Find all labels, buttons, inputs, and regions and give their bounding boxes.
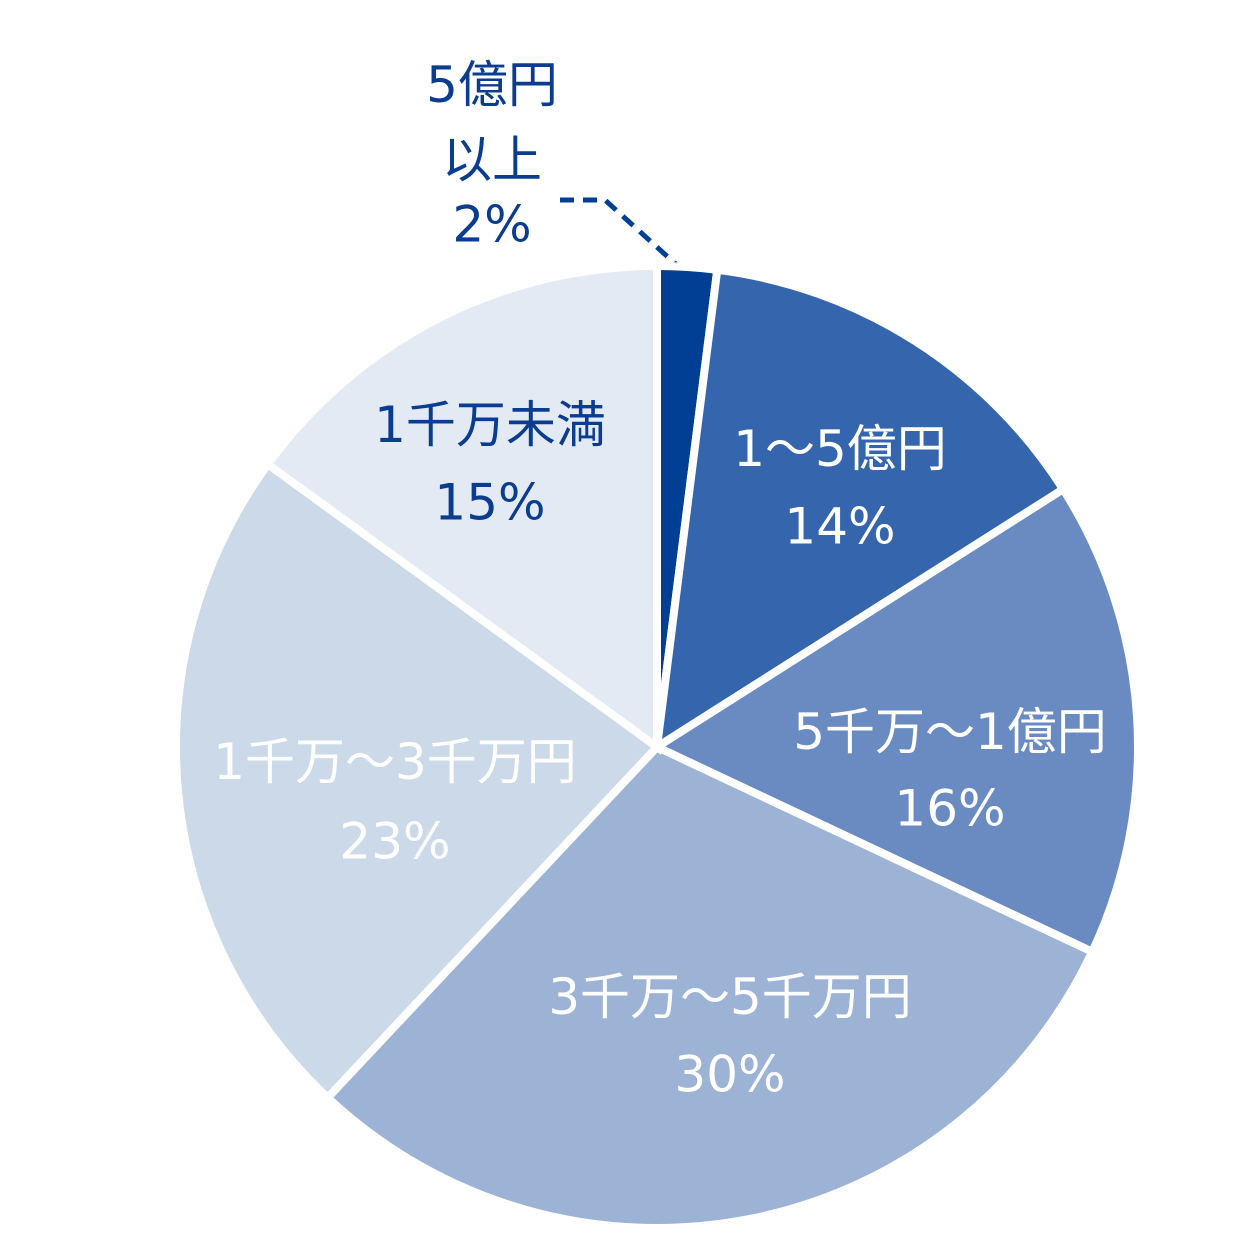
slice-label-line: 1千万未満	[374, 396, 606, 454]
slice-label: 5千万〜1億円	[793, 703, 1107, 761]
value-label: 16%	[894, 780, 1005, 838]
slice-label-line: 1千万〜3千万円	[213, 733, 577, 791]
value-label: 15%	[434, 474, 545, 532]
slice-label: 3千万〜5千万円	[548, 968, 912, 1026]
slice-label: 5億円以上	[426, 56, 558, 189]
slice-label-line: 3千万〜5千万円	[548, 968, 912, 1026]
pie-slice	[262, 261, 661, 755]
pie-slice	[648, 483, 1142, 958]
slice-label-line: 1〜5億円	[733, 420, 947, 478]
leader-line	[560, 197, 682, 270]
value-label: 23%	[339, 813, 450, 871]
pie-slice	[322, 742, 1098, 1232]
slice-label: 1千万〜3千万円	[213, 733, 577, 791]
pie-slice	[172, 458, 664, 1104]
slice-label: 1〜5億円	[733, 420, 947, 478]
value-label: 2%	[452, 196, 531, 254]
slice-label-line: 5千万〜1億円	[793, 703, 1107, 761]
slice-label-line: 5億円	[426, 56, 558, 114]
value-label: 14%	[784, 498, 895, 556]
value-label: 30%	[674, 1046, 785, 1104]
slice-label: 1千万未満	[374, 396, 606, 454]
slice-label-line: 以上	[442, 131, 542, 189]
pie-slice	[651, 265, 1069, 755]
